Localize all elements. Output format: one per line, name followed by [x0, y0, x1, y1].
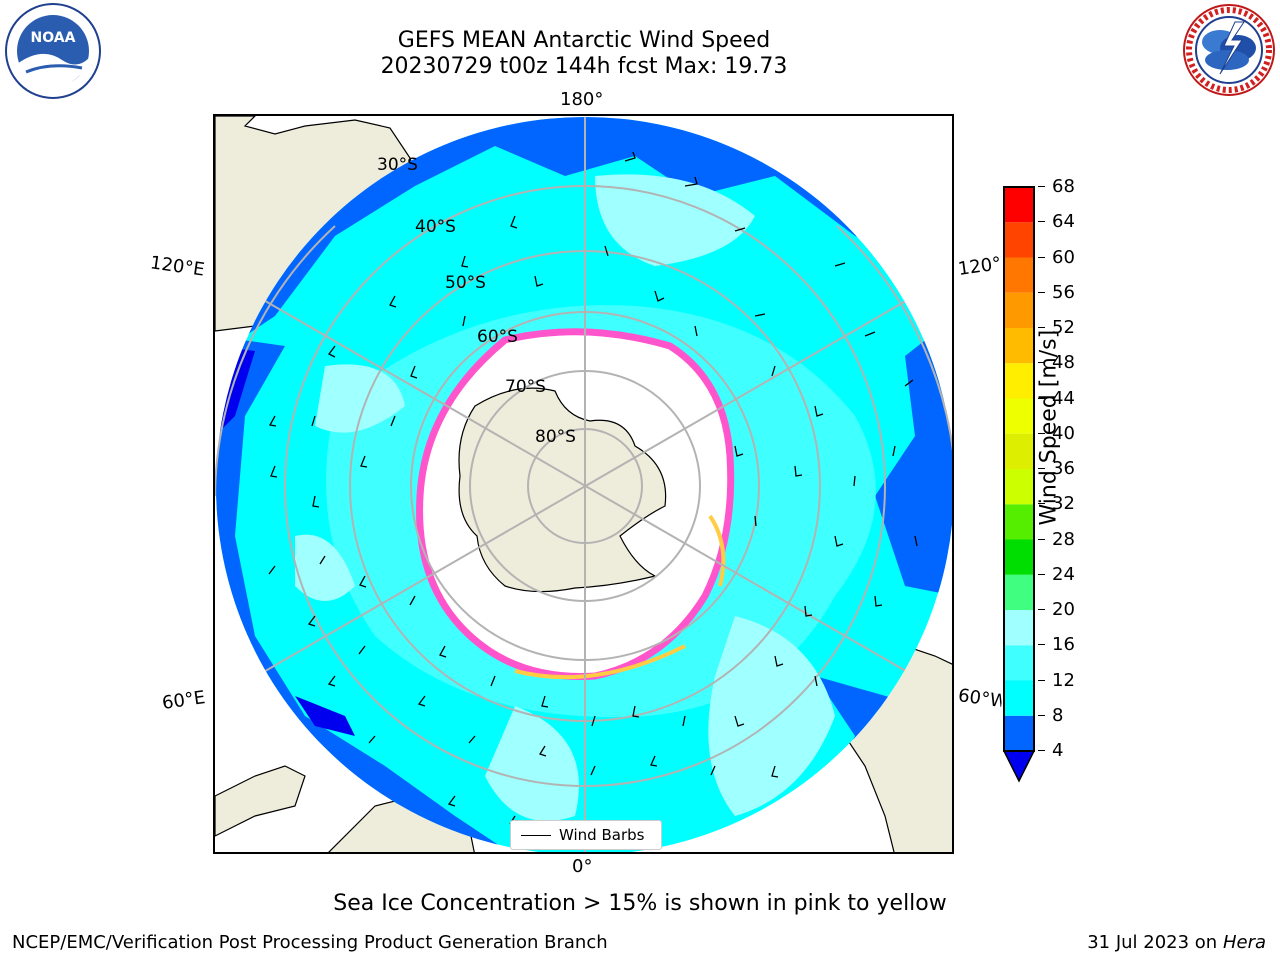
colorbar-tick-mark	[1038, 256, 1045, 258]
colorbar-tick-mark	[1038, 468, 1045, 469]
map-legend: Wind Barbs	[510, 820, 662, 850]
colorbar-tick-label: 44	[1052, 387, 1075, 409]
colorbar-tick-label: 52	[1052, 317, 1075, 338]
colorbar-bin	[1004, 328, 1034, 364]
colorbar-bin	[1004, 610, 1034, 646]
colorbar-tick-label: 36	[1052, 458, 1075, 479]
map-title: GEFS MEAN Antarctic Wind Speed	[397, 28, 771, 53]
colorbar-under-arrow	[1002, 750, 1036, 783]
colorbar-tick-mark	[1038, 750, 1045, 751]
colorbar	[1002, 186, 1036, 783]
lat-label-50s: 50°S	[445, 273, 486, 293]
colorbar-tick-label: 16	[1052, 634, 1075, 656]
colorbar-tick-label: 60	[1052, 246, 1075, 268]
colorbar-tick-mark	[1038, 644, 1045, 646]
nws-logo	[1183, 4, 1275, 96]
colorbar-label: Wind Speed [m/s]	[1036, 329, 1062, 526]
lat-label-40s: 40°S	[415, 217, 456, 237]
lat-label-30s: 30°S	[377, 155, 418, 175]
colorbar-tick-mark	[1038, 679, 1045, 681]
footer-date: 31 Jul 2023 on Hera	[1087, 932, 1266, 953]
footer-host: Hera	[1222, 932, 1266, 953]
lon-label-top: 180°	[560, 89, 604, 110]
colorbar-tick-label: 32	[1052, 493, 1075, 515]
colorbar-tick-label: 68	[1052, 176, 1075, 197]
colorbar-tick-label: 56	[1052, 281, 1075, 303]
colorbar-tick-mark	[1038, 714, 1045, 716]
lon-label-upper-right: 120°W	[956, 253, 1004, 280]
colorbar-tick-label: 28	[1052, 528, 1075, 550]
colorbar-bin	[1004, 222, 1034, 258]
colorbar-tick-mark	[1038, 221, 1045, 223]
lon-label-upper-left: 120°E	[148, 252, 206, 281]
colorbar-bin	[1004, 715, 1034, 751]
colorbar-tick-label: 8	[1052, 704, 1064, 726]
colorbar-tick-mark	[1038, 432, 1045, 434]
colorbar-tick-mark	[1038, 573, 1045, 575]
colorbar-tick-mark	[1038, 327, 1045, 328]
colorbar-tick-mark	[1038, 609, 1045, 610]
colorbar-tick-label: 48	[1052, 352, 1075, 374]
lon-label-lower-left: 60°E	[160, 687, 207, 714]
map-canvas: 30°S 40°S 50°S 60°S 70°S 80°S	[215, 116, 952, 852]
noaa-logo: NOAA	[5, 3, 101, 99]
sea-ice-caption: Sea Ice Concentration > 15% is shown in …	[333, 891, 947, 916]
lat-label-70s: 70°S	[505, 377, 546, 397]
colorbar-tick-mark	[1038, 538, 1045, 540]
colorbar-bin	[1004, 363, 1034, 399]
noaa-logo-text: NOAA	[31, 30, 76, 46]
colorbar-bin	[1004, 257, 1034, 293]
legend-label: Wind Barbs	[559, 826, 645, 844]
colorbar-tick-label: 12	[1052, 669, 1075, 691]
colorbar-bin	[1004, 292, 1034, 328]
colorbar-outline	[1003, 186, 1035, 752]
colorbar-bin	[1004, 433, 1034, 469]
colorbar-bin	[1004, 574, 1034, 610]
colorbar-tick-label: 64	[1052, 211, 1075, 233]
colorbar-bin	[1004, 539, 1034, 575]
map-panel: 30°S 40°S 50°S 60°S 70°S 80°S Wind Barbs	[213, 114, 954, 854]
outer-graticule	[215, 225, 952, 497]
wind-barbs	[268, 151, 918, 825]
colorbar-tick-label: 24	[1052, 563, 1075, 585]
antarctica	[458, 387, 667, 593]
footer-credit: NCEP/EMC/Verification Post Processing Pr…	[12, 932, 608, 953]
footer-date-text: 31 Jul 2023 on	[1087, 932, 1223, 953]
colorbar-tick-mark	[1038, 186, 1045, 187]
colorbar-tick-label: 20	[1052, 599, 1075, 620]
colorbar-tick-label: 4	[1052, 740, 1064, 761]
colorbar-tick-mark	[1038, 503, 1045, 505]
lon-label-bottom: 0°	[572, 856, 593, 877]
colorbar-tick-label: 40	[1052, 422, 1075, 444]
lon-label-lower-right: 60°W	[956, 685, 1004, 712]
colorbar-bin	[1004, 680, 1034, 716]
map-subtitle: 20230729 t00z 144h fcst Max: 19.73	[380, 54, 788, 79]
colorbar-bin	[1004, 469, 1034, 505]
colorbar-tick-mark	[1038, 291, 1045, 293]
colorbar-bin	[1004, 504, 1034, 540]
colorbar-tick-mark	[1038, 397, 1045, 399]
colorbar-bin	[1004, 398, 1034, 434]
colorbar-bin	[1004, 645, 1034, 681]
colorbar-tick-mark	[1038, 362, 1045, 364]
colorbar-bin	[1004, 187, 1034, 223]
legend-line-icon	[521, 835, 551, 836]
graticule	[216, 117, 952, 852]
lat-label-80s: 80°S	[535, 427, 576, 447]
lat-label-60s: 60°S	[477, 327, 518, 347]
wind-field	[216, 117, 952, 852]
